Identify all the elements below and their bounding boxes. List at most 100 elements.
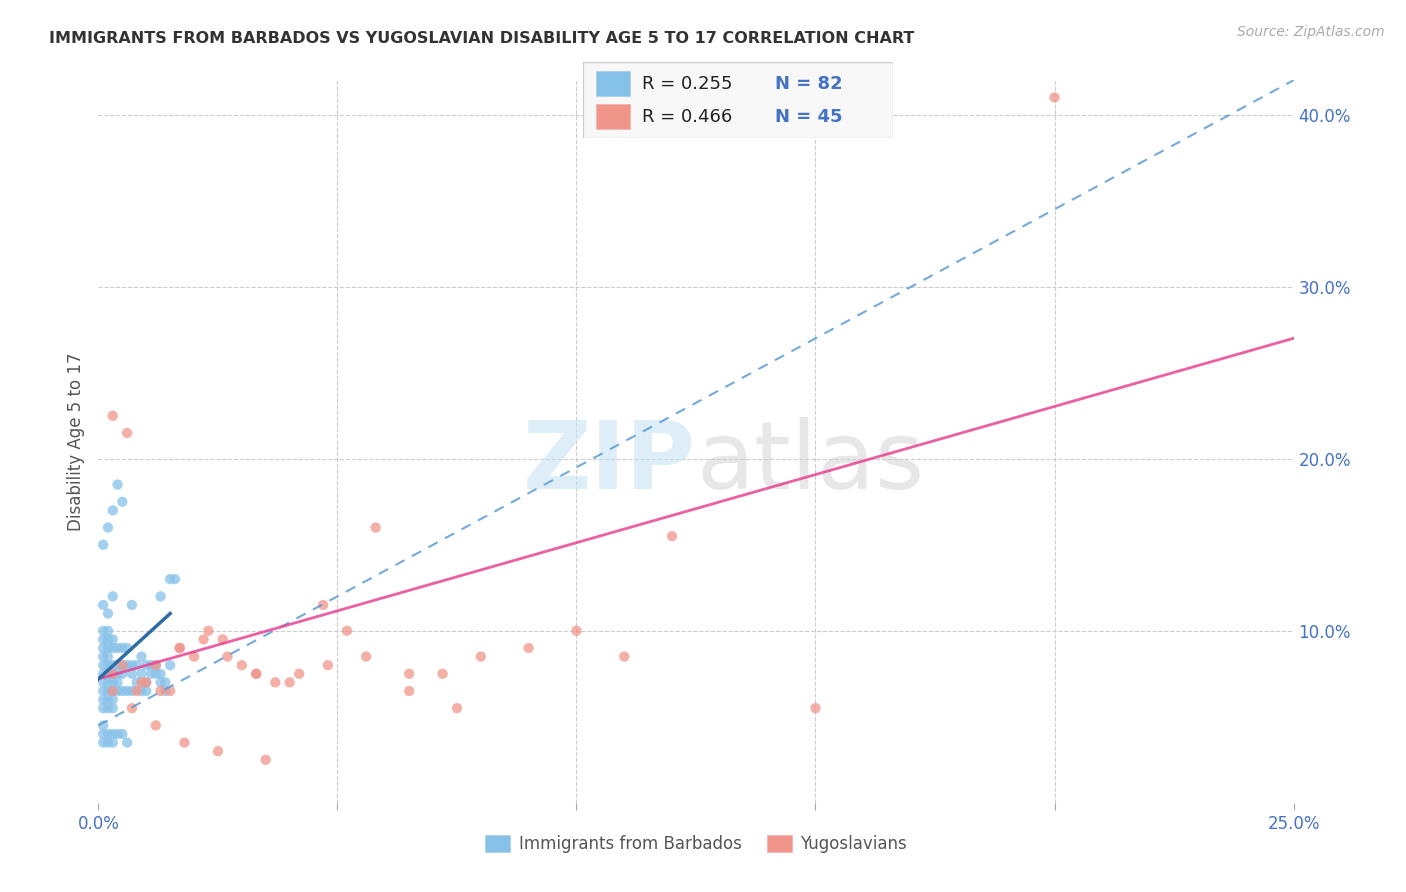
Point: [159, 684, 181, 698]
Point: [149, 684, 172, 698]
Point: [97, 727, 120, 741]
Text: R = 0.466: R = 0.466: [643, 108, 733, 126]
Point: [245, 666, 267, 681]
Point: [101, 666, 124, 681]
Point: [107, 640, 129, 655]
Point: [91, 649, 114, 664]
Point: [364, 520, 387, 534]
Point: [101, 684, 124, 698]
Point: [517, 640, 540, 655]
Point: [115, 658, 138, 673]
Bar: [596, 104, 630, 129]
Point: [91, 727, 114, 741]
Point: [288, 666, 311, 681]
Point: [169, 640, 191, 655]
Point: [446, 701, 468, 715]
Legend: Immigrants from Barbados, Yugoslavians: Immigrants from Barbados, Yugoslavians: [478, 828, 914, 860]
Point: [254, 753, 277, 767]
Point: [121, 666, 143, 681]
Point: [125, 675, 148, 690]
Point: [131, 684, 153, 698]
Point: [97, 658, 120, 673]
FancyBboxPatch shape: [583, 62, 893, 138]
Point: [91, 632, 114, 647]
Point: [107, 658, 129, 673]
Point: [101, 590, 124, 604]
Point: [193, 632, 215, 647]
Point: [131, 675, 153, 690]
Point: [278, 675, 301, 690]
Point: [91, 684, 114, 698]
Point: [121, 598, 143, 612]
Point: [97, 701, 120, 715]
Point: [101, 632, 124, 647]
Text: R = 0.255: R = 0.255: [643, 75, 733, 93]
Point: [107, 684, 129, 698]
Point: [107, 477, 129, 491]
Point: [101, 727, 124, 741]
Point: [115, 684, 138, 698]
Text: IMMIGRANTS FROM BARBADOS VS YUGOSLAVIAN DISABILITY AGE 5 TO 17 CORRELATION CHART: IMMIGRANTS FROM BARBADOS VS YUGOSLAVIAN …: [49, 31, 914, 46]
Point: [97, 624, 120, 638]
Point: [312, 598, 335, 612]
Point: [91, 624, 114, 638]
Point: [211, 632, 233, 647]
Point: [97, 649, 120, 664]
Y-axis label: Disability Age 5 to 17: Disability Age 5 to 17: [66, 352, 84, 531]
Point: [804, 701, 827, 715]
Point: [101, 692, 124, 706]
Point: [97, 632, 120, 647]
Point: [149, 666, 172, 681]
Point: [145, 666, 167, 681]
Point: [217, 649, 239, 664]
Point: [115, 640, 138, 655]
Point: [101, 503, 124, 517]
Text: Source: ZipAtlas.com: Source: ZipAtlas.com: [1237, 25, 1385, 39]
Point: [135, 684, 157, 698]
Point: [97, 666, 120, 681]
Point: [97, 692, 120, 706]
Point: [91, 701, 114, 715]
Point: [139, 666, 162, 681]
Text: N = 45: N = 45: [775, 108, 842, 126]
Point: [107, 727, 129, 741]
Point: [173, 735, 195, 749]
Point: [125, 684, 148, 698]
Text: atlas: atlas: [696, 417, 924, 509]
Point: [91, 640, 114, 655]
Point: [264, 675, 287, 690]
Point: [121, 701, 143, 715]
Point: [101, 701, 124, 715]
Point: [111, 494, 134, 508]
Text: ZIP: ZIP: [523, 417, 696, 509]
Point: [470, 649, 492, 664]
Point: [131, 649, 153, 664]
Point: [169, 640, 191, 655]
Point: [149, 675, 172, 690]
Point: [432, 666, 454, 681]
Point: [91, 735, 114, 749]
Point: [661, 529, 683, 543]
Point: [115, 425, 138, 440]
Point: [107, 666, 129, 681]
Point: [91, 658, 114, 673]
Point: [107, 675, 129, 690]
Point: [159, 658, 181, 673]
Point: [245, 666, 267, 681]
Point: [163, 572, 186, 586]
Point: [354, 649, 377, 664]
Point: [91, 675, 114, 690]
Point: [231, 658, 253, 673]
Point: [131, 666, 153, 681]
Point: [111, 684, 134, 698]
Point: [97, 684, 120, 698]
Point: [101, 658, 124, 673]
Point: [565, 624, 588, 638]
Point: [139, 658, 162, 673]
Bar: [596, 70, 630, 95]
Point: [1043, 90, 1066, 104]
Point: [183, 649, 205, 664]
Point: [101, 735, 124, 749]
Point: [111, 658, 134, 673]
Point: [155, 675, 177, 690]
